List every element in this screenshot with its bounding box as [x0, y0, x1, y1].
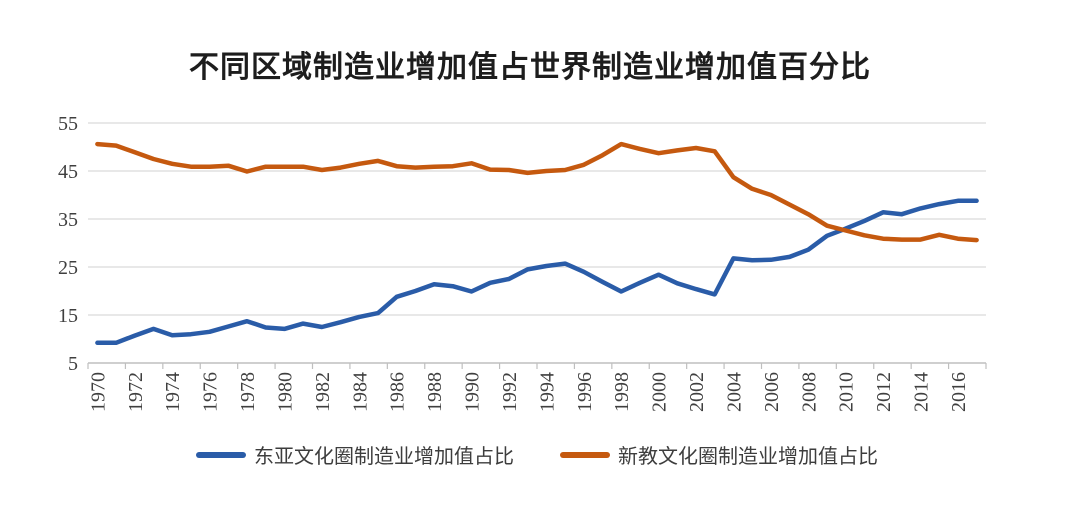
x-tick-label: 1990 [462, 372, 484, 412]
x-axis [87, 362, 987, 369]
x-tick-label: 2006 [761, 372, 783, 412]
x-tick-label: 1976 [200, 372, 222, 412]
x-tick-label: 2000 [649, 372, 671, 412]
x-tick-label: 2012 [873, 372, 895, 412]
x-axis-labels: 1970 1972 1974 1976 1978 1980 1982 1984 1986 1988… [87, 372, 970, 412]
x-tick-label: 2010 [836, 372, 858, 412]
legend-swatch-east-asia-icon [196, 451, 246, 458]
legend-label-protestant: 新教文化圈制造业增加值占比 [618, 446, 878, 468]
y-tick-label: 15 [58, 305, 78, 327]
x-tick-label: 2004 [723, 372, 745, 412]
x-tick-label: 1986 [387, 372, 409, 412]
x-tick-label: 2008 [798, 372, 820, 412]
y-axis-labels: 5 15 25 35 45 55 [58, 113, 78, 375]
x-tick-label: 2002 [686, 372, 708, 412]
x-tick-label: 1988 [424, 372, 446, 412]
x-tick-label: 1972 [125, 372, 147, 412]
x-tick-label: 1996 [574, 372, 596, 412]
chart-legend: 东亚文化圈制造业增加值占比 新教文化圈制造业增加值占比 [88, 440, 986, 469]
y-tick-label: 35 [58, 209, 78, 231]
legend-label-east-asia: 东亚文化圈制造业增加值占比 [254, 446, 514, 468]
x-tick-label: 1994 [536, 372, 558, 412]
x-tick-label: 1984 [349, 372, 371, 412]
x-tick-label: 1998 [611, 372, 633, 412]
x-tick-label: 2014 [911, 372, 933, 412]
gridlines [88, 122, 986, 316]
y-tick-label: 5 [68, 353, 78, 375]
chart-title: 不同区域制造业增加值占世界制造业增加值百分比 [189, 51, 871, 84]
legend-swatch-protestant-icon [560, 451, 610, 458]
x-tick-label: 1980 [274, 372, 296, 412]
series-line-east-asia [95, 198, 979, 346]
y-tick-label: 25 [58, 257, 78, 279]
legend-item-protestant: 新教文化圈制造业增加值占比 [560, 440, 878, 469]
x-tick-label: 2016 [948, 372, 970, 412]
y-tick-label: 55 [58, 113, 78, 135]
x-tick-label: 1978 [237, 372, 259, 412]
x-tick-label: 1982 [312, 372, 334, 412]
y-tick-label: 45 [58, 161, 78, 183]
series-line-protestant [95, 141, 979, 243]
x-tick-label: 1974 [162, 372, 184, 412]
legend-item-east-asia: 东亚文化圈制造业增加值占比 [196, 440, 514, 469]
x-tick-label: 1970 [87, 372, 109, 412]
x-tick-label: 1992 [499, 372, 521, 412]
